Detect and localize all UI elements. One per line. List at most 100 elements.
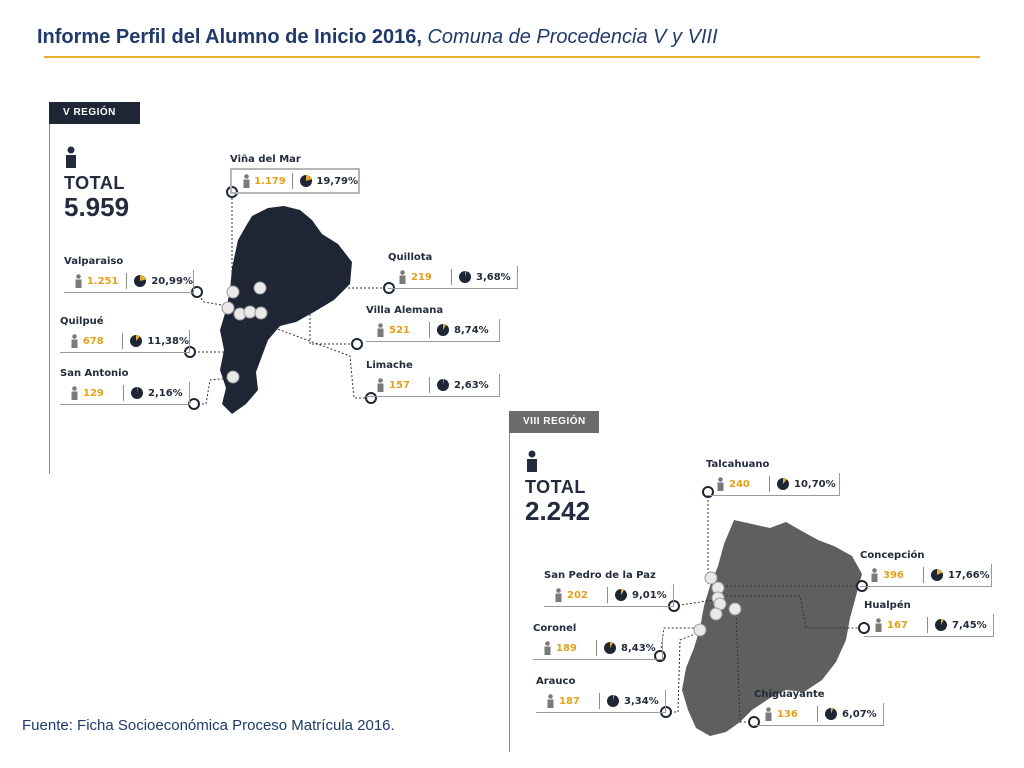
student-percent: 11,38% (147, 335, 189, 347)
comuna-name: Valparaiso (64, 256, 124, 267)
student-percent: 3,68% (476, 271, 511, 283)
comuna-stats: 521 8,74% (366, 319, 500, 342)
viii-region-rule (509, 412, 510, 752)
separator (817, 706, 818, 722)
pie-icon (935, 619, 947, 631)
dot-valparaiso (221, 301, 235, 315)
student-percent: 7,45% (952, 619, 987, 631)
comuna-name: Chiguayante (754, 689, 825, 700)
person-icon (544, 641, 551, 655)
dot-villa-alemana (243, 305, 257, 319)
comuna-callout: Coronel 189 8,43% (533, 623, 663, 660)
separator (596, 640, 597, 656)
viii-region-total: TOTAL 2.242 (525, 450, 590, 524)
pie-icon (607, 695, 619, 707)
student-count: 240 (729, 478, 750, 490)
comuna-callout: Quilpué 678 11,38% (60, 316, 190, 353)
pie-icon (130, 335, 143, 347)
connector-san-pedro (673, 599, 715, 607)
v-region-rule (49, 104, 50, 474)
person-icon (377, 323, 384, 337)
viii-region-map (682, 520, 862, 736)
page-title: Informe Perfil del Alumno de Inicio 2016… (37, 26, 718, 49)
viii-region-tag: VIII REGIÓN (509, 411, 599, 433)
separator (607, 587, 608, 603)
person-icon (871, 568, 878, 582)
person-icon (71, 334, 78, 348)
pie-icon (825, 708, 837, 720)
comuna-stats: 396 17,66% (860, 564, 992, 587)
person-icon (243, 174, 249, 188)
comuna-name: San Antonio (60, 368, 129, 379)
separator (451, 269, 452, 285)
student-count: 189 (556, 642, 577, 654)
comuna-name: Villa Alemana (366, 305, 444, 316)
student-percent: 8,43% (621, 642, 656, 654)
student-percent: 3,34% (624, 695, 659, 707)
comuna-stats: 678 11,38% (60, 330, 190, 353)
separator (126, 273, 128, 289)
student-count: 396 (883, 569, 904, 581)
comuna-callout: Quillota 219 3,68% (388, 252, 518, 289)
v-region-tag: V REGIÓN (49, 102, 140, 124)
person-icon (875, 618, 882, 632)
student-percent: 20,99% (151, 275, 193, 287)
separator (123, 385, 124, 401)
pie-icon (615, 589, 627, 601)
connector-quilpue (190, 315, 249, 353)
comuna-callout: San Pedro de la Paz 202 9,01% (544, 570, 674, 607)
v-region-map (220, 206, 352, 414)
person-icon (377, 378, 384, 392)
title-bold: Informe Perfil del Alumno de Inicio 2016… (37, 26, 422, 48)
connector-hualpen (718, 595, 864, 629)
student-count: 157 (389, 379, 410, 391)
comuna-callout: Concepción 396 17,66% (860, 550, 992, 587)
comuna-name: San Pedro de la Paz (544, 570, 656, 581)
dot-coronel (709, 607, 723, 621)
comuna-name: Quillota (388, 252, 433, 263)
person-icon (71, 386, 78, 400)
person-icon (555, 588, 562, 602)
separator (769, 476, 770, 492)
comuna-stats: 187 3,34% (536, 690, 666, 713)
student-count: 678 (82, 335, 104, 347)
comuna-name: Arauco (536, 676, 576, 687)
comuna-stats: 1.179 19,79% (230, 168, 360, 194)
dot-chiguayante (728, 602, 742, 616)
pie-icon (931, 569, 943, 581)
student-percent: 9,01% (632, 589, 667, 601)
comuna-stats: 219 3,68% (388, 266, 518, 289)
comuna-callout: Limache 157 2,63% (366, 360, 500, 397)
total-label: TOTAL (525, 477, 586, 497)
person-icon (717, 477, 724, 491)
source-note: Fuente: Ficha Socioeconómica Proceso Mat… (22, 717, 395, 734)
person-icon (527, 450, 537, 472)
comuna-name: Hualpén (864, 600, 911, 611)
pie-icon (437, 379, 449, 391)
student-count: 202 (567, 589, 588, 601)
connector-limache (247, 317, 370, 399)
pie-icon (131, 387, 143, 399)
total-label: TOTAL (64, 173, 125, 193)
separator (927, 617, 928, 633)
dot-limache (254, 306, 268, 320)
comuna-stats: 240 10,70% (706, 473, 840, 496)
student-percent: 10,70% (794, 478, 836, 490)
student-count: 1.179 (254, 175, 286, 187)
comuna-name: Coronel (533, 623, 577, 634)
student-count: 136 (777, 708, 798, 720)
comuna-callout: Arauco 187 3,34% (536, 676, 666, 713)
student-percent: 19,79% (316, 175, 359, 187)
total-value: 5.959 (64, 192, 130, 222)
student-count: 521 (389, 324, 410, 336)
student-count: 1.251 (86, 275, 119, 287)
comuna-callout: Talcahuano 240 10,70% (706, 459, 840, 496)
comuna-callout: Valparaiso 1.251 20,99% (64, 256, 194, 293)
comuna-callout: Hualpén 167 7,45% (864, 600, 994, 637)
connector-coronel (659, 627, 698, 657)
separator (429, 322, 430, 338)
comuna-stats: 202 9,01% (544, 584, 674, 607)
comuna-name: Concepción (860, 550, 925, 561)
comuna-callout: Villa Alemana 521 8,74% (366, 305, 500, 342)
dot-vina (226, 285, 240, 299)
